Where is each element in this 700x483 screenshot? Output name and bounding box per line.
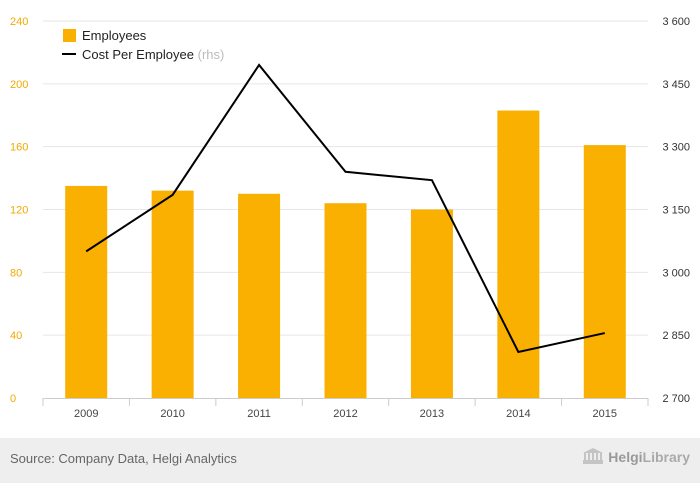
legend: Employees Cost Per Employee (rhs) xyxy=(62,28,224,62)
y-left-tick-label: 200 xyxy=(10,79,28,91)
x-tick-label-2011: 2011 xyxy=(247,408,271,420)
bar-2014 xyxy=(497,110,540,398)
y-right-tick-label: 3 450 xyxy=(662,79,690,91)
x-axis: 2009 2010 2011 2012 2013 2014 2015 xyxy=(42,398,649,420)
footer: Source: Company Data, Helgi Analytics He… xyxy=(0,438,700,483)
combo-chart: 2009 2010 2011 2012 2013 2014 2015 0 40 80 120 160… xyxy=(10,16,690,420)
line-series-cost-per-employee xyxy=(85,63,605,354)
bar-2011 xyxy=(238,193,281,398)
bar-2015 xyxy=(583,145,626,398)
y-axis-right: 2 700 2 850 3 000 3 150 3 300 3 450 3 600 xyxy=(662,16,690,405)
bar-2013 xyxy=(410,209,453,398)
y-left-tick-label: 160 xyxy=(10,142,28,154)
bar-series-employees xyxy=(65,110,626,398)
brand[interactable]: HelgiLibrary xyxy=(582,448,690,466)
y-right-tick-label: 3 600 xyxy=(662,16,690,28)
x-tick-label-2013: 2013 xyxy=(420,408,444,420)
y-left-tick-label: 0 xyxy=(10,393,16,405)
y-left-tick-label: 240 xyxy=(10,16,28,28)
y-right-tick-label: 3 000 xyxy=(662,267,690,279)
y-right-tick-label: 3 300 xyxy=(662,142,690,154)
y-left-tick-label: 80 xyxy=(10,267,22,279)
x-tick-label-2010: 2010 xyxy=(160,408,184,420)
y-left-tick-label: 120 xyxy=(10,205,28,217)
bar-2012 xyxy=(324,203,367,398)
x-tick-label-2014: 2014 xyxy=(506,408,530,420)
y-left-tick-label: 40 xyxy=(10,330,22,342)
y-axis-left: 0 40 80 120 160 200 240 xyxy=(10,16,28,405)
bar-2009 xyxy=(65,185,108,398)
helgi-library-logo-icon xyxy=(583,448,604,464)
x-tick-label-2009: 2009 xyxy=(74,408,98,420)
legend-label-employees: Employees xyxy=(82,28,147,43)
y-right-tick-label: 2 850 xyxy=(662,330,690,342)
x-tick-label-2012: 2012 xyxy=(333,408,357,420)
brand-name: HelgiLibrary xyxy=(608,449,690,465)
bar-2010 xyxy=(151,190,194,398)
legend-label-cost-per-employee: Cost Per Employee (rhs) xyxy=(82,47,224,62)
legend-swatch-employees xyxy=(63,29,76,42)
source-text: Source: Company Data, Helgi Analytics xyxy=(10,451,237,466)
x-tick-label-2015: 2015 xyxy=(593,408,617,420)
y-right-tick-label: 3 150 xyxy=(662,205,690,217)
y-right-tick-label: 2 700 xyxy=(662,393,690,405)
